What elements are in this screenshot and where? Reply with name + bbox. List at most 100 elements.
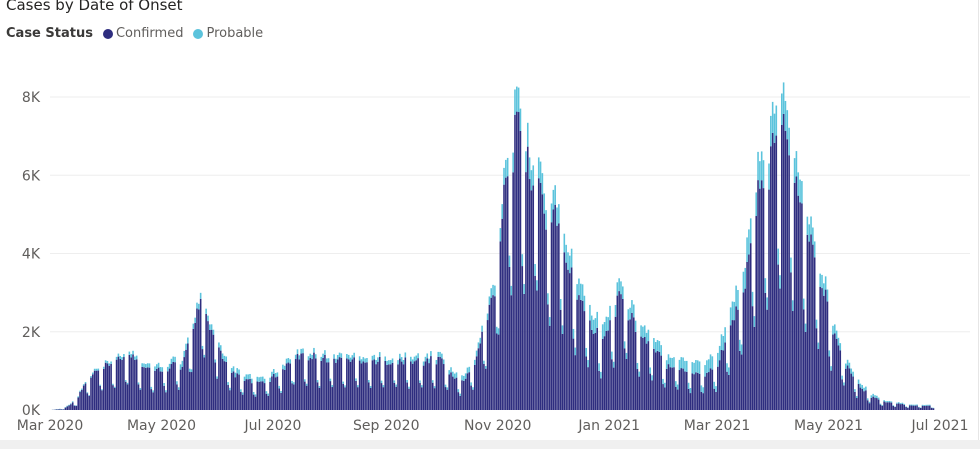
bar-probable[interactable] <box>229 387 231 391</box>
bar-probable[interactable] <box>830 366 832 371</box>
bar-probable[interactable] <box>738 339 741 351</box>
bar-probable[interactable] <box>596 311 599 328</box>
bar-confirmed[interactable] <box>411 363 414 410</box>
bar-confirmed[interactable] <box>230 372 233 410</box>
bar-confirmed[interactable] <box>77 397 79 410</box>
bar-probable[interactable] <box>181 360 184 367</box>
bar-probable[interactable] <box>397 360 399 365</box>
bar-confirmed[interactable] <box>150 389 153 410</box>
bar-confirmed[interactable] <box>804 331 807 410</box>
bar-probable[interactable] <box>305 383 308 386</box>
bar-probable[interactable] <box>737 290 739 310</box>
bar-confirmed[interactable] <box>821 288 823 410</box>
bar-probable[interactable] <box>559 299 562 310</box>
bar-probable[interactable] <box>494 285 496 297</box>
bar-probable[interactable] <box>73 405 76 406</box>
bar-probable[interactable] <box>227 382 229 385</box>
bar-probable[interactable] <box>364 358 366 363</box>
bar-confirmed[interactable] <box>192 328 195 410</box>
bar-confirmed[interactable] <box>801 203 803 410</box>
bar-probable[interactable] <box>669 357 672 368</box>
bar-confirmed[interactable] <box>99 385 101 410</box>
bar-probable[interactable] <box>828 350 831 357</box>
bar-probable[interactable] <box>439 351 441 357</box>
bar-probable[interactable] <box>700 385 703 392</box>
bar-probable[interactable] <box>156 364 158 369</box>
bar-probable[interactable] <box>92 372 94 375</box>
bar-probable[interactable] <box>285 358 288 364</box>
bar-probable[interactable] <box>899 403 902 405</box>
bar-confirmed[interactable] <box>64 407 67 410</box>
bar-confirmed[interactable] <box>806 234 809 410</box>
bar-probable[interactable] <box>631 300 633 313</box>
bar-confirmed[interactable] <box>779 288 781 410</box>
bar-probable[interactable] <box>203 354 206 358</box>
bar-confirmed[interactable] <box>157 367 160 410</box>
bar-confirmed[interactable] <box>446 389 449 410</box>
bar-probable[interactable] <box>788 127 790 156</box>
bar-confirmed[interactable] <box>596 327 599 410</box>
bar-confirmed[interactable] <box>106 363 109 410</box>
bar-confirmed[interactable] <box>698 373 701 410</box>
bar-probable[interactable] <box>607 317 609 331</box>
bar-probable[interactable] <box>662 378 664 385</box>
bar-probable[interactable] <box>208 324 211 330</box>
bar-confirmed[interactable] <box>742 292 745 410</box>
bar-probable[interactable] <box>525 151 527 173</box>
bar-confirmed[interactable] <box>753 326 756 410</box>
bar-probable[interactable] <box>645 332 648 344</box>
bar-confirmed[interactable] <box>901 403 904 410</box>
bar-confirmed[interactable] <box>561 333 564 410</box>
bar-confirmed[interactable] <box>813 257 816 410</box>
bar-probable[interactable] <box>468 366 471 373</box>
bar-confirmed[interactable] <box>718 360 721 410</box>
bar-probable[interactable] <box>634 320 637 332</box>
bar-probable[interactable] <box>499 228 502 242</box>
bar-probable[interactable] <box>399 353 401 359</box>
bar-probable[interactable] <box>435 359 438 365</box>
bar-confirmed[interactable] <box>510 295 513 410</box>
bar-confirmed[interactable] <box>437 356 440 410</box>
bar-probable[interactable] <box>205 308 207 314</box>
bar-probable[interactable] <box>685 360 688 372</box>
bar-confirmed[interactable] <box>426 358 429 410</box>
bar-probable[interactable] <box>651 375 653 381</box>
bar-confirmed[interactable] <box>464 378 467 410</box>
bar-confirmed[interactable] <box>600 378 602 410</box>
bar-probable[interactable] <box>70 403 72 405</box>
bar-confirmed[interactable] <box>839 350 842 410</box>
bar-confirmed[interactable] <box>735 306 737 410</box>
bar-probable[interactable] <box>466 367 469 374</box>
bar-confirmed[interactable] <box>410 361 412 410</box>
bar-confirmed[interactable] <box>137 384 140 410</box>
bar-probable[interactable] <box>243 376 246 382</box>
bar-confirmed[interactable] <box>271 376 273 410</box>
bar-confirmed[interactable] <box>371 360 374 410</box>
bar-confirmed[interactable] <box>855 398 858 410</box>
bar-confirmed[interactable] <box>678 370 681 410</box>
bar-confirmed[interactable] <box>73 405 76 410</box>
bar-confirmed[interactable] <box>594 332 597 410</box>
bar-confirmed[interactable] <box>861 388 863 410</box>
bar-probable[interactable] <box>863 387 865 392</box>
bar-confirmed[interactable] <box>93 370 96 410</box>
bar-probable[interactable] <box>304 379 306 382</box>
bar-confirmed[interactable] <box>892 405 895 410</box>
bar-confirmed[interactable] <box>216 378 218 410</box>
bar-confirmed[interactable] <box>108 365 111 410</box>
bar-probable[interactable] <box>861 385 863 389</box>
bar-probable[interactable] <box>444 384 447 388</box>
bar-confirmed[interactable] <box>82 385 85 410</box>
bar-confirmed[interactable] <box>903 404 906 410</box>
bar-confirmed[interactable] <box>243 381 246 410</box>
bar-confirmed[interactable] <box>148 367 151 410</box>
bar-probable[interactable] <box>355 378 357 381</box>
bar-confirmed[interactable] <box>245 379 248 410</box>
bar-probable[interactable] <box>896 402 898 404</box>
bar-probable[interactable] <box>119 355 122 359</box>
bar-probable[interactable] <box>556 207 558 226</box>
bar-probable[interactable] <box>124 380 127 382</box>
bar-probable[interactable] <box>230 368 233 373</box>
bar-confirmed[interactable] <box>415 360 418 410</box>
bar-probable[interactable] <box>804 323 807 332</box>
